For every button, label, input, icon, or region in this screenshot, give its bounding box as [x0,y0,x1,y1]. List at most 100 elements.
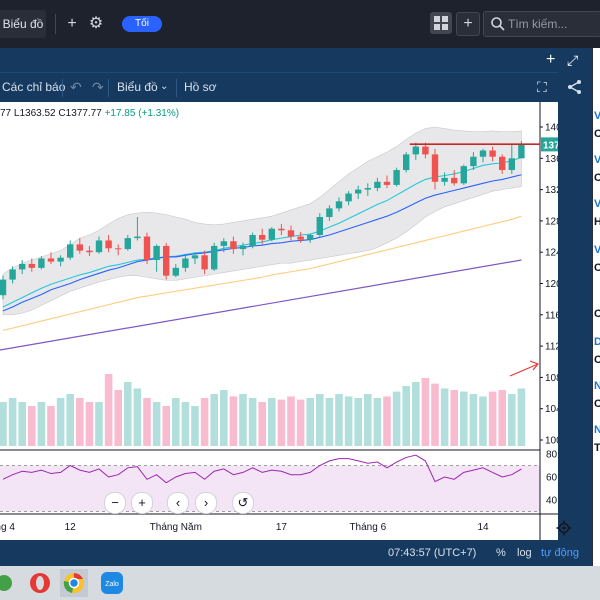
volume-bar [383,396,391,446]
candle-body [134,236,141,239]
volume-bar [421,378,430,446]
layout-grid-icon[interactable] [430,12,452,34]
ma-long-line [0,259,522,351]
tab-chart[interactable]: Biểu đồ [0,10,46,38]
volume-bar [114,390,122,446]
rsi-tick-label: 80.0000 [546,450,558,461]
watchlist-letter: T [594,442,600,454]
undo-icon[interactable]: ↶ [70,79,82,95]
candle-body [508,158,515,171]
candle-body [441,177,448,182]
price-tick-label: 1240.00 [545,248,558,259]
candle-body [76,244,83,251]
zoom-in-button[interactable]: + [131,492,153,514]
volume-bar [450,390,458,446]
candle-body [230,241,237,250]
volume-bar [18,402,26,446]
candle-body [0,279,7,296]
auto-scale-button[interactable]: tự động [541,547,579,559]
watchlist-letter: C [594,128,600,140]
zalo-icon[interactable]: Zalo [98,569,126,597]
volume-bar [200,398,209,446]
percent-scale-button[interactable]: % [496,547,506,559]
watchlist-letter: C [594,172,600,184]
candle-body [287,230,295,237]
volume-bar [28,406,36,446]
candle-body [153,245,160,261]
chart-area[interactable]: 1400.00 1360.00 1320.00 1280.00 1240.00 1200.… [0,102,585,540]
chevron-down-icon[interactable]: ⌄ [160,81,169,92]
fullscreen-icon[interactable]: ⛶ [537,79,547,95]
candle-body [143,236,151,261]
indicators-button[interactable]: Các chỉ báo [2,80,66,94]
chart-settings-icon[interactable] [556,520,572,536]
candle-body [220,241,227,246]
add-panel-button[interactable]: + [456,12,480,36]
price-tick-label: 1280.00 [545,216,558,227]
volume-bar [8,398,17,446]
candle-body [297,236,304,240]
volume-bar [287,396,295,446]
time-tick-label: 17 [276,522,288,533]
volume-bar [239,394,247,446]
price-tick-label: 1200.00 [545,279,558,290]
watchlist-letter: V [594,244,600,256]
side-watchlist: V C V C V H V C C D C N C N T [592,48,600,566]
volume-bar [229,396,238,446]
chart-menu-button[interactable]: Biểu đồ [117,80,158,94]
candle-body [412,146,419,155]
volume-bar [172,398,180,446]
chrome-icon[interactable] [60,569,88,597]
search-box[interactable] [483,11,600,37]
scroll-right-button[interactable]: › [195,492,217,514]
candle-body [57,257,64,262]
volume-bar [133,388,142,446]
candle-body [211,245,218,270]
zoom-out-button[interactable]: − [104,492,126,514]
add-icon[interactable]: + [67,15,77,32]
volume-bar [373,398,382,446]
expand-icon[interactable]: ⤢ [567,52,579,68]
candle-body [278,228,285,231]
svg-text:Zalo: Zalo [105,581,119,588]
rsi-line [2,454,522,484]
rsi-tick-label: 60.0000 [546,473,558,484]
log-scale-button[interactable]: log [517,547,532,559]
candle-body [345,193,352,202]
volume-bar [344,396,353,446]
profile-button[interactable]: Hồ sơ [184,80,217,94]
divider [176,79,177,97]
volume-bar [488,391,497,446]
legend-change: +17.85 (+1.31%) [104,108,180,119]
volume-bar [469,394,478,446]
opera-icon[interactable] [26,569,54,597]
volume-bar [440,388,449,446]
share-icon[interactable] [566,78,584,96]
gear-icon[interactable]: ⚙ [88,15,104,32]
theme-toggle[interactable]: Tối [122,16,162,32]
candle-body [499,156,506,171]
price-tick-label: 1000.00 [545,436,558,447]
scroll-left-button[interactable]: ‹ [167,492,189,514]
candle-body [364,188,371,190]
candle-body [38,258,45,268]
volume-bar [364,394,372,446]
candle-body [47,258,55,262]
candle-body [115,248,122,250]
add-icon[interactable]: + [546,51,556,68]
watchlist-letter: V [594,154,600,166]
panel-header: + ⤢ [0,48,592,72]
candle-body [249,234,256,246]
search-input[interactable] [506,14,600,34]
volume-bar [335,394,343,446]
chart-toolbar: Các chỉ báo ↶ ↷ Biểu đồ ⌄ Hồ sơ ⛶ [0,72,558,103]
watchlist-letter: V [594,110,600,122]
reset-chart-button[interactable]: ↺ [232,492,254,514]
app-icon[interactable] [0,569,28,597]
divider [62,79,63,97]
redo-icon[interactable]: ↷ [92,79,104,95]
price-chart[interactable]: 1400.00 1360.00 1320.00 1280.00 1240.00 1200.… [0,102,585,540]
time-tick-label: 14 [477,522,489,533]
candle-body [335,201,343,209]
candle-body [518,144,525,159]
